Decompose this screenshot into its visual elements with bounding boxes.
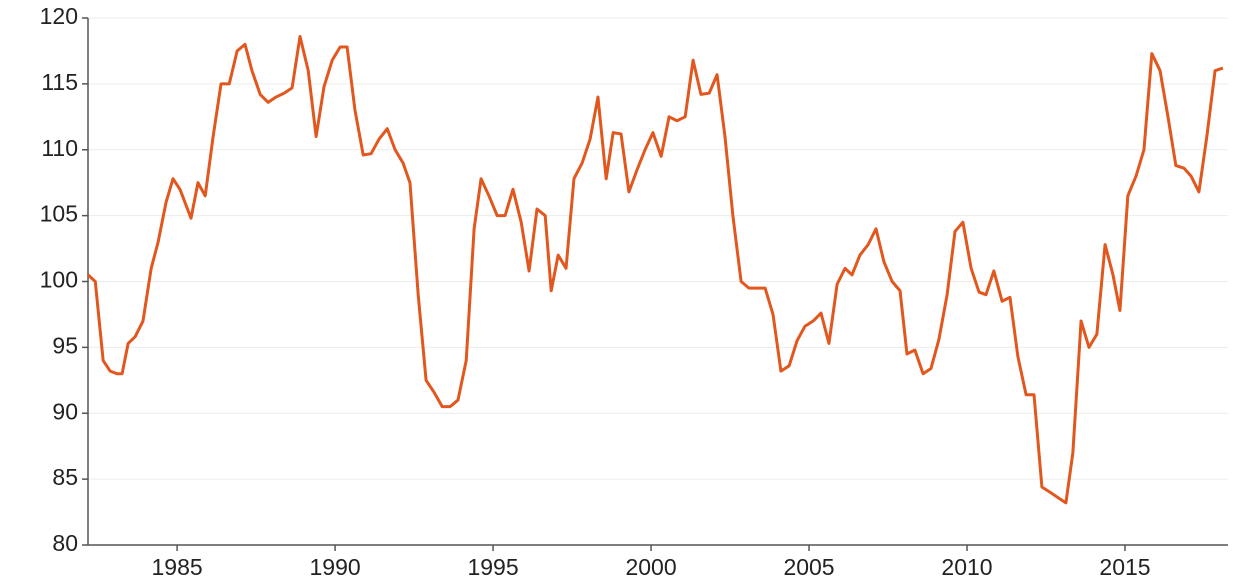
x-tick-label: 2005 (783, 554, 834, 580)
x-tick-label: 2015 (1099, 554, 1150, 580)
y-tick-label: 115 (41, 69, 78, 95)
y-tick-label: 80 (52, 530, 78, 556)
y-tick-label: 105 (40, 201, 78, 227)
y-tick-label: 90 (52, 398, 78, 424)
x-tick-label: 2010 (941, 554, 992, 580)
x-tick-label: 2000 (625, 554, 676, 580)
y-tick-label: 85 (52, 464, 78, 490)
x-tick-label: 1985 (152, 554, 203, 580)
y-tick-label: 95 (52, 332, 78, 358)
line (86, 34, 1224, 505)
y-tick-label: 120 (40, 3, 78, 29)
y-tick-label: 100 (40, 267, 78, 293)
y-tick-label: 110 (41, 135, 78, 161)
x-tick-label: 1990 (309, 554, 360, 580)
x-tick-label: 1995 (467, 554, 518, 580)
